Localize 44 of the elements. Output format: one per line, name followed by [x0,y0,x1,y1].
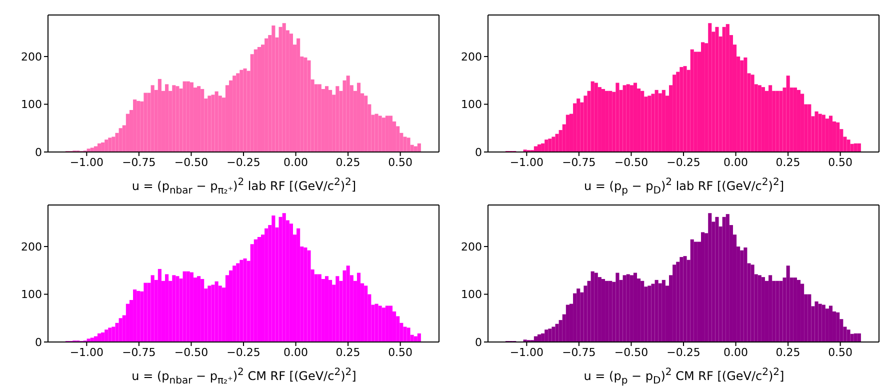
x-tick-label: 0.00 [284,156,308,169]
x-tick-label: −0.25 [226,156,260,169]
x-tick-label: −1.00 [70,156,104,169]
y-tick-label: 200 [21,50,42,64]
x-tick-label: −0.75 [562,346,596,359]
x-tick-label: 0.00 [724,346,748,359]
x-tick-label: 0.25 [776,156,800,169]
x-tick-label: 0.50 [828,346,853,359]
text: u = (p$_{p}$ − p$_{D}$)$^{2}$ CM RF [(GeV/c$^{2}$)$^{2}$] [584,367,784,386]
x-tick-label: −1.00 [510,156,544,169]
text: u = (p$_{nbar}$ − p$_{π₂⁺}$)$^{2}$ CM RF [(GeV/c$^{2}$)$^{2}$] [132,367,356,386]
y-tick-label: 100 [461,288,482,302]
x-tick-label: −0.75 [122,156,156,169]
x-tick-label: −1.00 [510,346,544,359]
text: u = (p$_{p}$ − p$_{D}$)$^{2}$ lab RF [(GeV/c$^{2}$)$^{2}$] [584,177,784,196]
y-tick-label: 200 [461,50,482,64]
y-tick-label: 0 [475,336,482,349]
x-tick-label: −0.75 [562,156,596,169]
y-tick-label: 100 [21,98,42,112]
x-tick-label: 0.50 [388,346,413,359]
y-tick-label: 0 [35,336,42,349]
x-tick-label: −0.50 [614,346,648,359]
x-tick-label: 0.25 [776,346,800,359]
x-tick-label: 0.50 [388,156,413,169]
text: u = (p$_{nbar}$ − p$_{π₂⁺}$)$^{2}$ lab RF [(GeV/c$^{2}$)$^{2}$] [132,177,356,196]
x-tick-label: −0.25 [226,346,260,359]
x-tick-label: −0.50 [174,346,208,359]
x-tick-label: −0.25 [666,346,700,359]
x-tick-label: 0.50 [828,156,853,169]
y-tick-label: 100 [21,288,42,302]
y-tick-label: 0 [475,146,482,159]
y-tick-label: 100 [461,98,482,112]
x-tick-label: 0.25 [336,156,360,169]
x-tick-label: −0.50 [174,156,208,169]
x-tick-label: −0.25 [666,156,700,169]
y-tick-label: 200 [21,240,42,254]
y-tick-label: 200 [461,240,482,254]
y-tick-label: 0 [35,146,42,159]
x-tick-label: −1.00 [70,346,104,359]
x-tick-label: 0.00 [284,346,308,359]
x-tick-label: 0.00 [724,156,748,169]
x-tick-label: 0.25 [336,346,360,359]
x-tick-label: −0.50 [614,156,648,169]
x-tick-label: −0.75 [122,346,156,359]
